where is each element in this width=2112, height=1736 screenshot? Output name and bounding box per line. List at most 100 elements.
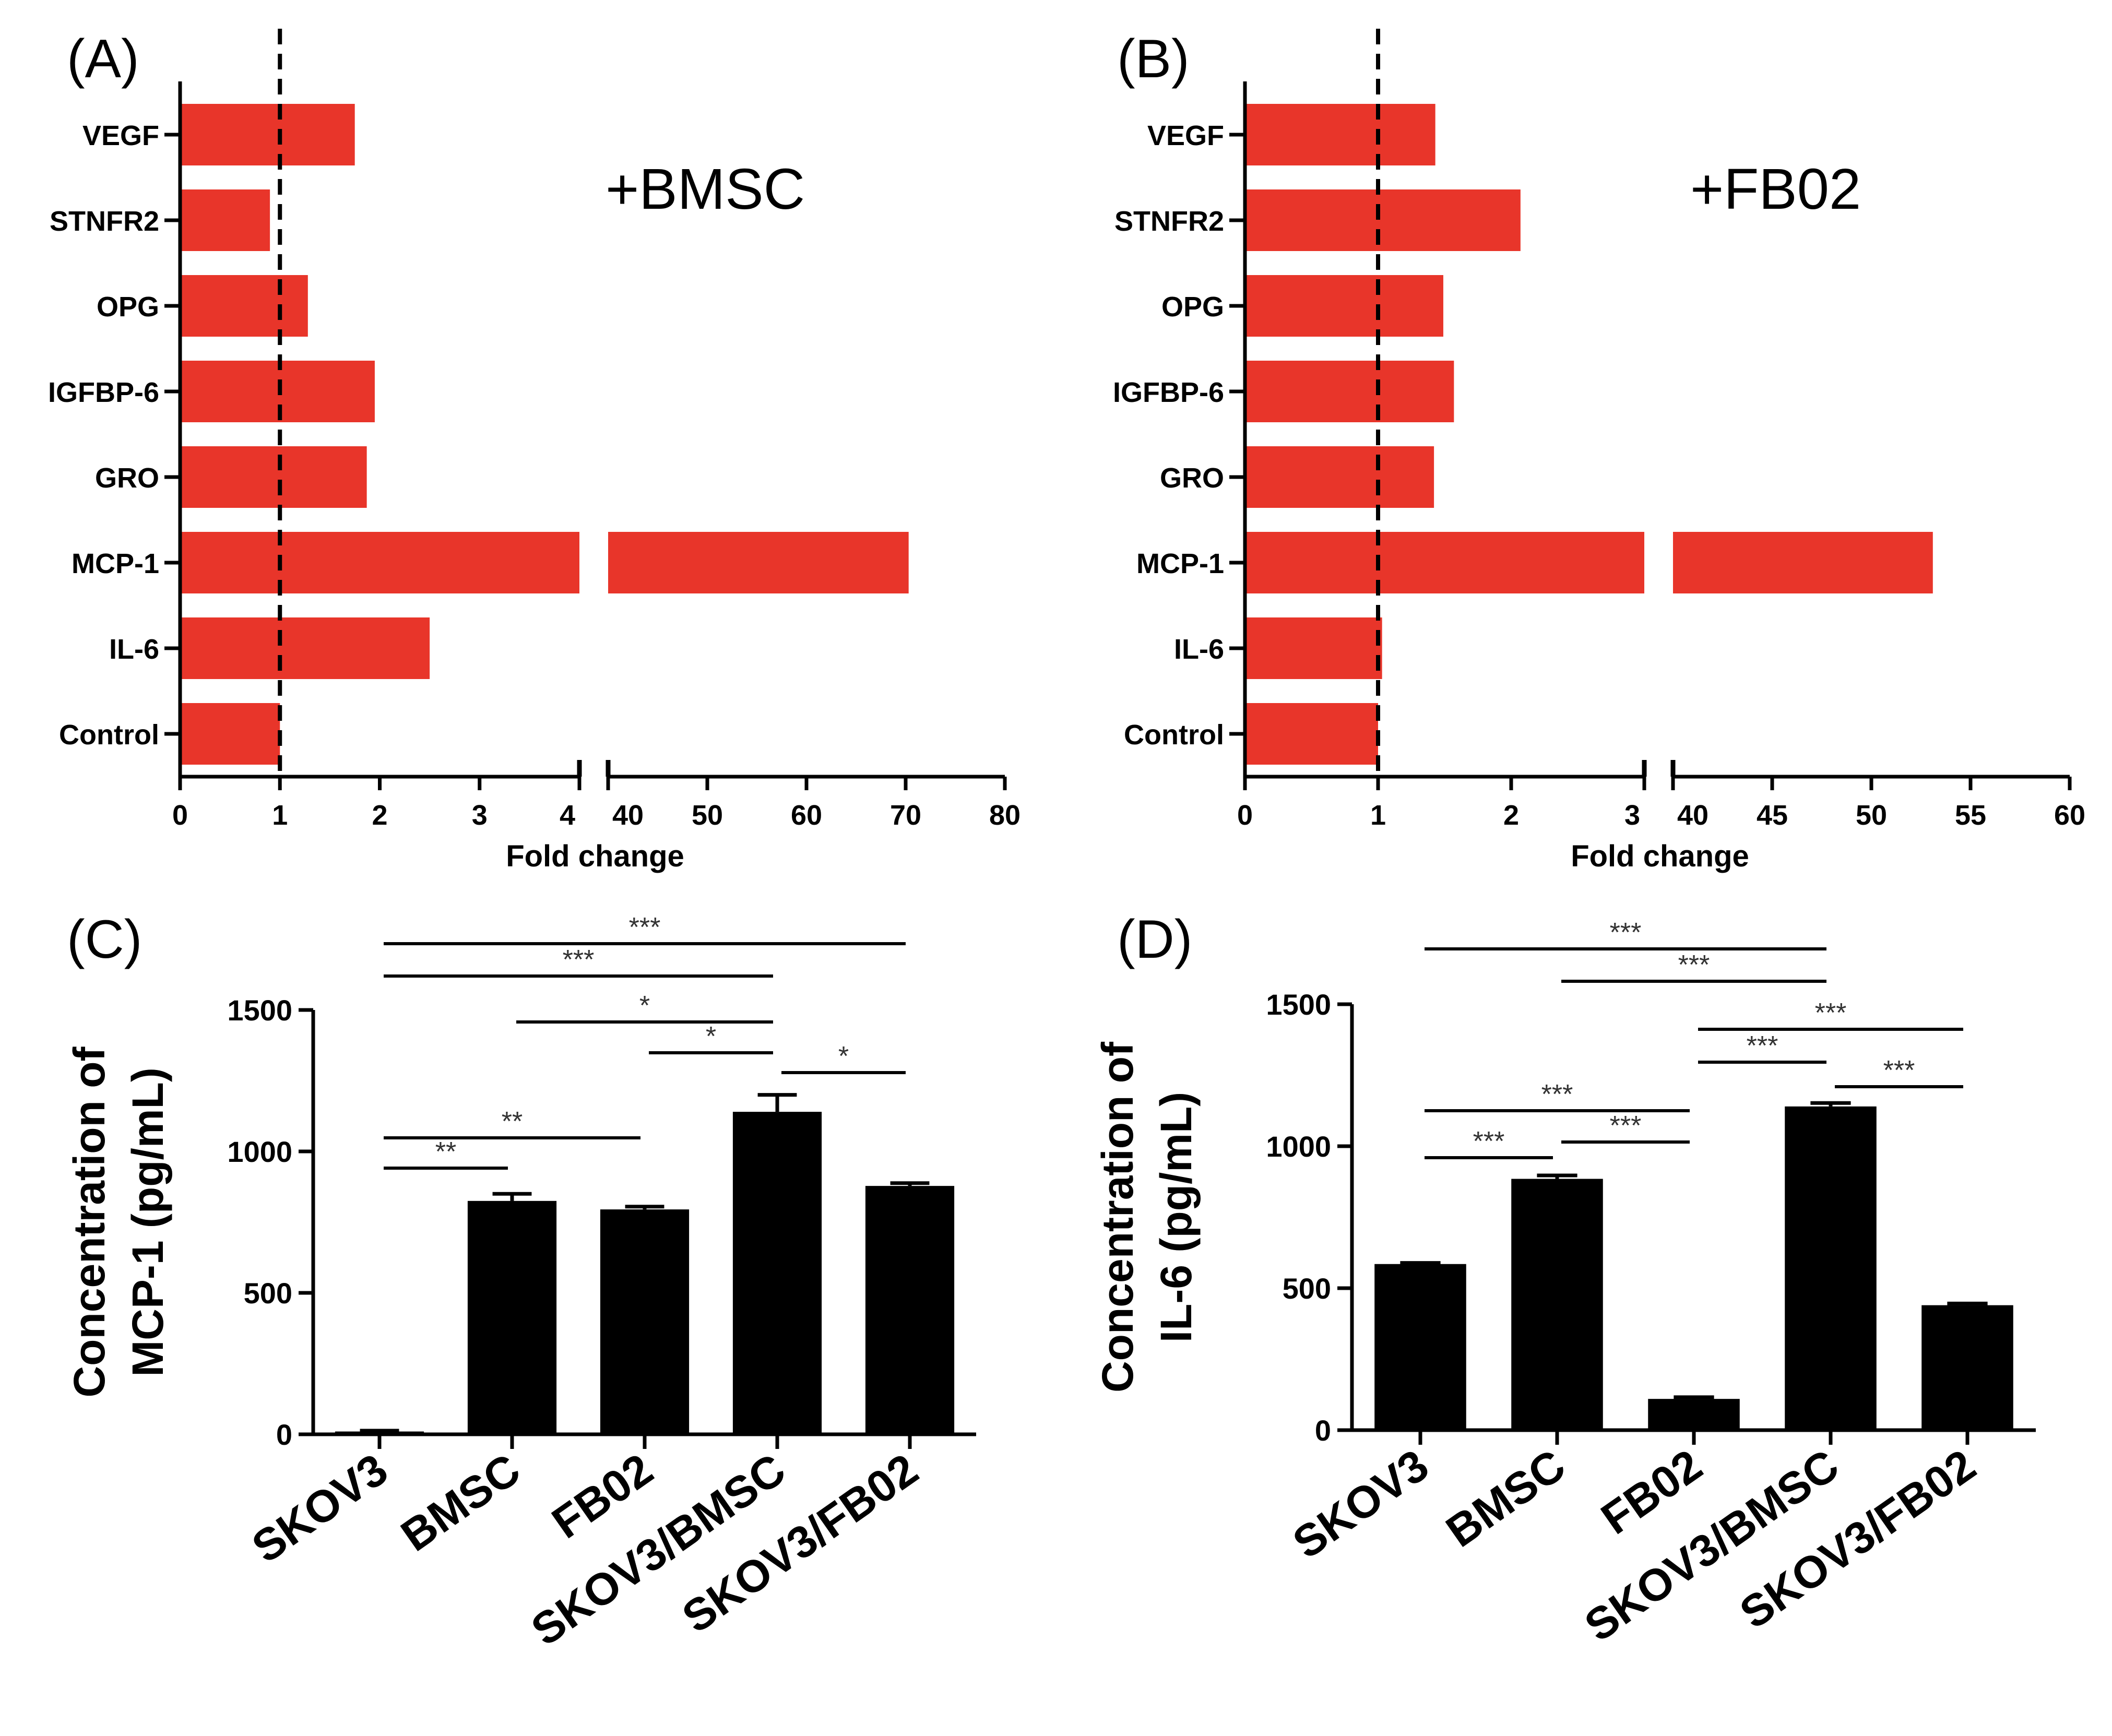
bar [732, 1112, 822, 1434]
bar-segment-high [1673, 532, 1933, 593]
panel-a: (A) +BMSC VEGF STNFR2 OPG IGFBP-6 GRO MCP-1 IL-6… [48, 29, 1021, 873]
category-label: SKOV3 [243, 1444, 397, 1573]
bar-segment-low [1245, 532, 1644, 593]
panel-b: (B) +FB02 VEGF STNFR2 OPG IGFBP-6 GRO MCP-1 IL-6… [1113, 29, 2085, 873]
category-label: MCP-1 [72, 548, 159, 579]
y-axis-label-line1: Concentration of [65, 1046, 114, 1397]
category-label: BMSC [392, 1444, 529, 1561]
bar [180, 703, 280, 765]
bar [180, 361, 375, 422]
category-label: IL-6 [109, 634, 159, 665]
x-tick-label: 60 [2054, 800, 2085, 831]
panel-d: (D) Concentration of IL-6 (pg/mL) 0 500 1000 1… [1093, 909, 2036, 1651]
bar-segment-low [180, 532, 579, 593]
x-tick-label: 2 [372, 800, 387, 831]
panel-label: (B) [1117, 29, 1190, 89]
bar [1245, 275, 1443, 337]
category-label: STNFR2 [1114, 206, 1224, 237]
category-label: VEGF [1147, 120, 1224, 151]
category-label: MCP-1 [1136, 548, 1224, 579]
significance-label: *** [1678, 950, 1710, 980]
bar [1245, 189, 1521, 251]
bar [335, 1431, 424, 1434]
bar [1785, 1106, 1877, 1430]
y-axis-label-line2: IL-6 (pg/mL) [1152, 1092, 1201, 1343]
significance-label: *** [1883, 1055, 1915, 1086]
panel-annotation: +BMSC [606, 157, 805, 221]
category-label: IL-6 [1174, 634, 1224, 665]
significance-label: * [639, 991, 650, 1021]
category-label: GRO [1160, 462, 1224, 494]
significance-label: * [706, 1021, 716, 1052]
category-label: OPG [97, 291, 159, 323]
category-label: OPG [1161, 291, 1224, 323]
bar [180, 189, 270, 251]
y-axis-label-line2: MCP-1 (pg/mL) [123, 1067, 172, 1377]
category-label: Control [1124, 719, 1224, 751]
x-tick-label: 3 [472, 800, 488, 831]
y-tick-label: 500 [244, 1277, 292, 1310]
bar [180, 275, 308, 337]
bar [1921, 1305, 2013, 1430]
x-tick-label: 2 [1503, 800, 1519, 831]
significance-label: * [838, 1041, 849, 1072]
significance-label: *** [1610, 1111, 1642, 1141]
bar [1511, 1179, 1603, 1430]
significance-label: ** [435, 1137, 456, 1167]
y-tick-label: 0 [1315, 1414, 1331, 1447]
panel-label: (A) [67, 29, 139, 89]
significance-label: *** [1815, 998, 1847, 1028]
bar [180, 617, 430, 679]
x-tick-label: 1 [1370, 800, 1386, 831]
x-tick-label: 50 [1856, 800, 1887, 831]
category-label: SKOV3/FB02 [673, 1444, 927, 1643]
significance-label: *** [629, 912, 661, 943]
bar [467, 1200, 557, 1434]
x-tick-label: 4 [560, 800, 575, 831]
y-axis-label-line1: Concentration of [1093, 1041, 1142, 1393]
bar [180, 104, 355, 165]
x-tick-label: 0 [1237, 800, 1253, 831]
category-label: BMSC [1437, 1440, 1574, 1557]
x-tick-label: 50 [692, 800, 723, 831]
bar [180, 446, 367, 508]
panel-c: (C) Concentration of MCP-1 (pg/mL) 0 500 1000… [65, 909, 976, 1656]
bar [1245, 703, 1378, 765]
significance-label: *** [563, 945, 595, 975]
y-tick-label: 1500 [1266, 988, 1331, 1021]
category-label: VEGF [82, 120, 159, 151]
x-axis-label: Fold change [506, 839, 684, 873]
bar [865, 1186, 955, 1434]
bar [600, 1209, 690, 1434]
panel-annotation: +FB02 [1690, 157, 1861, 221]
x-tick-label: 1 [272, 800, 288, 831]
panel-label: (C) [67, 909, 142, 970]
category-label: STNFR2 [50, 206, 159, 237]
significance-label: *** [1610, 918, 1642, 948]
category-label: SKOV3 [1284, 1440, 1438, 1568]
significance-label: *** [1473, 1126, 1505, 1157]
x-tick-label: 70 [890, 800, 921, 831]
category-label: IGFBP-6 [48, 377, 159, 408]
x-axis-label: Fold change [1571, 839, 1749, 873]
y-tick-label: 500 [1283, 1272, 1331, 1305]
category-label: Control [59, 719, 159, 751]
x-tick-label: 40 [612, 800, 644, 831]
x-tick-label: 60 [791, 800, 822, 831]
bar [1245, 446, 1434, 508]
bar [1374, 1264, 1466, 1430]
y-tick-label: 1000 [1266, 1130, 1331, 1163]
panel-label: (D) [1117, 909, 1192, 970]
y-tick-label: 1500 [227, 994, 292, 1027]
category-label: GRO [95, 462, 159, 494]
bar [1245, 104, 1435, 165]
significance-label: *** [1541, 1079, 1573, 1110]
bar [1648, 1399, 1740, 1430]
y-tick-label: 1000 [227, 1135, 292, 1168]
bar [1245, 361, 1454, 422]
category-label: SKOV3/FB02 [1731, 1440, 1985, 1638]
y-tick-label: 0 [276, 1418, 292, 1451]
x-tick-label: 3 [1624, 800, 1640, 831]
